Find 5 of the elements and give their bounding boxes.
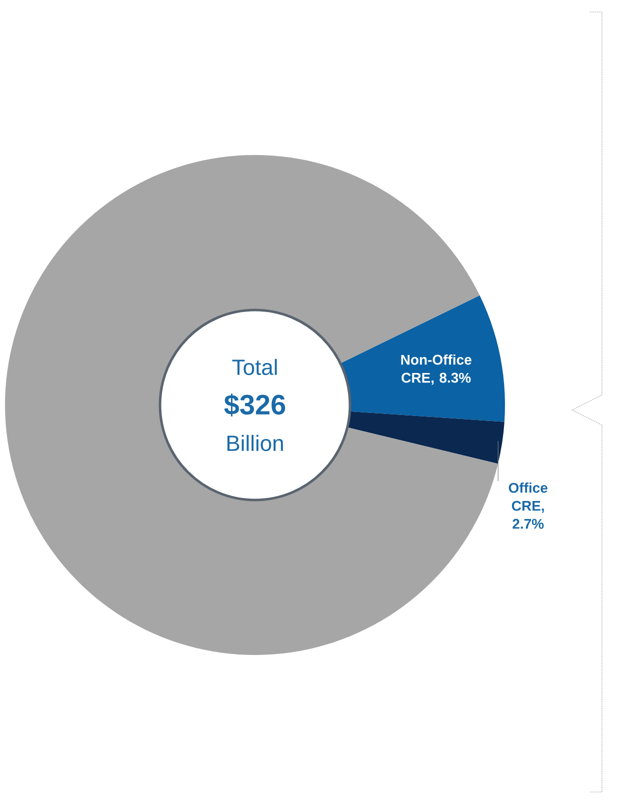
text: Billion bbox=[227, 434, 283, 452]
text: Total bbox=[232, 358, 277, 376]
text: $326 bbox=[224, 394, 286, 416]
slice-label: Office CRE, 2.7% bbox=[508, 482, 548, 529]
slice-label: Non-Office CRE, 8.3% bbox=[401, 354, 472, 385]
